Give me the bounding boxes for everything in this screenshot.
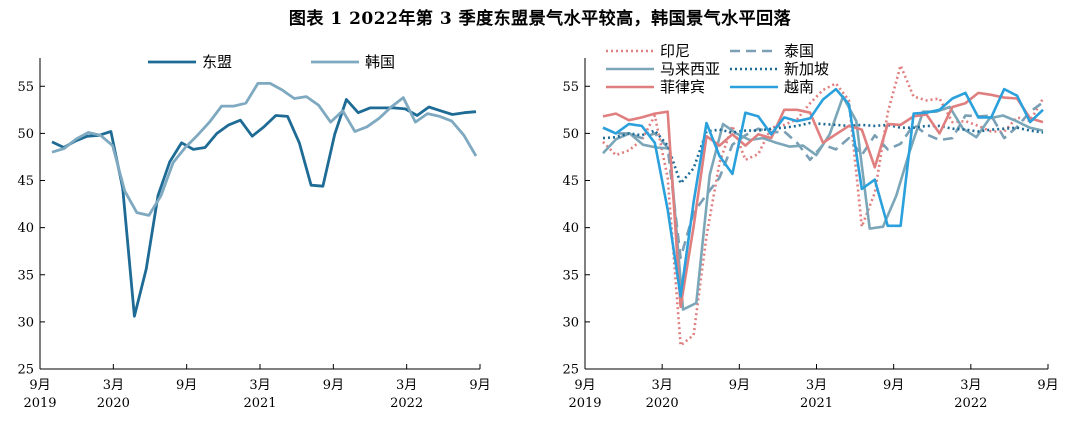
right-x-tick-label: 3月 bbox=[806, 378, 827, 393]
left-y-tick-label: 40 bbox=[17, 221, 34, 236]
left-x-tick-label: 3月 bbox=[103, 378, 124, 393]
right-y-tick-label: 45 bbox=[562, 174, 579, 189]
left-y-tick-label: 30 bbox=[17, 315, 34, 330]
right-y-tick-label: 35 bbox=[562, 268, 579, 283]
right-legend-label-3: 新加坡 bbox=[784, 60, 829, 78]
left-y-tick-label: 35 bbox=[17, 268, 34, 283]
right-x-tick-year: 2022 bbox=[954, 396, 987, 411]
right-legend-label-0: 印尼 bbox=[660, 42, 690, 60]
right-y-tick-label: 55 bbox=[562, 80, 579, 95]
left-y-tick-label: 50 bbox=[17, 127, 34, 142]
asean-countries-pmi-chart: 25 30 35 40 45 50 55 9月 2019 3月 2020 9月 3月 2021 9月 3月 20… bbox=[562, 42, 1058, 411]
right-legend-label-4: 菲律宾 bbox=[660, 78, 705, 96]
right-x-tick-label: 9月 bbox=[1037, 378, 1058, 393]
right-x-tick-year: 2020 bbox=[646, 396, 679, 411]
left-x-tick-label: 3月 bbox=[249, 378, 270, 393]
left-x-tick-label: 9月 bbox=[29, 378, 50, 393]
right-y-tick-label: 30 bbox=[562, 315, 579, 330]
left-x-tick-year: 2019 bbox=[23, 396, 56, 411]
right-y-tick-label: 40 bbox=[562, 221, 579, 236]
left-x-tick-label: 9月 bbox=[469, 378, 490, 393]
left-x-tick-year: 2021 bbox=[243, 396, 276, 411]
left-legend-label-1: 韩国 bbox=[365, 53, 395, 71]
left-y-tick-label: 45 bbox=[17, 174, 34, 189]
right-x-tick-label: 9月 bbox=[574, 378, 595, 393]
right-x-tick-label: 3月 bbox=[960, 378, 981, 393]
right-series-5 bbox=[602, 87, 1044, 298]
left-x-tick-year: 2020 bbox=[97, 396, 130, 411]
right-x-tick-year: 2021 bbox=[800, 396, 833, 411]
right-x-tick-year: 2019 bbox=[568, 396, 601, 411]
left-series-0 bbox=[51, 98, 477, 318]
right-series-0 bbox=[602, 64, 1045, 347]
left-legend-label-0: 东盟 bbox=[202, 53, 232, 71]
left-x-tick-label: 9月 bbox=[176, 378, 197, 393]
right-legend-label-5: 越南 bbox=[784, 78, 814, 96]
right-y-tick-label: 25 bbox=[562, 363, 579, 378]
left-x-tick-label: 3月 bbox=[396, 378, 417, 393]
right-x-tick-label: 9月 bbox=[729, 378, 750, 393]
right-legend-label-1: 泰国 bbox=[784, 42, 814, 60]
left-y-tick-label: 25 bbox=[17, 363, 34, 378]
right-x-tick-label: 3月 bbox=[652, 378, 673, 393]
right-y-tick-label: 50 bbox=[562, 127, 579, 142]
figure-title: 图表 1 2022年第 3 季度东盟景气水平较高，韩国景气水平回落 bbox=[288, 9, 792, 29]
right-legend-label-2: 马来西亚 bbox=[660, 60, 720, 78]
left-x-tick-label: 9月 bbox=[323, 378, 344, 393]
right-x-tick-label: 9月 bbox=[883, 378, 904, 393]
left-y-tick-label: 55 bbox=[17, 80, 34, 95]
asean-korea-pmi-chart: 25 30 35 40 45 50 55 9月 2019 3月 2020 9月 3月 2021 9月 3月 20… bbox=[17, 53, 490, 411]
left-x-tick-year: 2022 bbox=[390, 396, 423, 411]
left-series-1 bbox=[51, 82, 478, 217]
